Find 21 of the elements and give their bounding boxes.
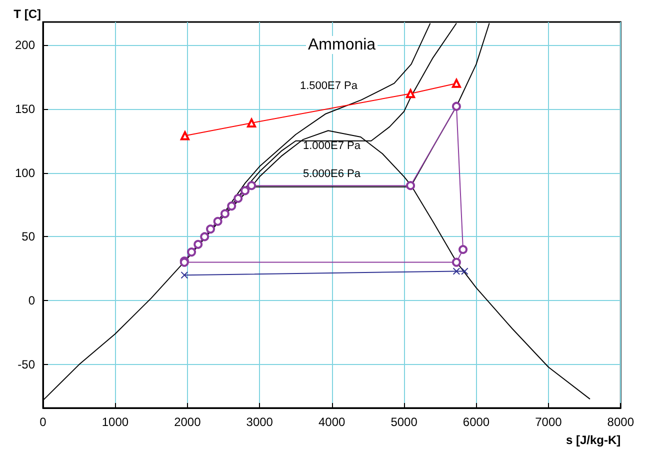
- x-tick-label: 6000: [462, 415, 490, 429]
- annotation: Ammonia: [308, 36, 376, 54]
- x-tick-label: 7000: [535, 415, 562, 429]
- annotation: 1.500E7 Pa: [300, 80, 358, 92]
- y-tick-label: 100: [14, 166, 36, 180]
- x-tick-label: 2000: [174, 415, 202, 429]
- y-tick-label: 50: [22, 230, 36, 244]
- annotation: 1.000E7 Pa: [303, 140, 362, 152]
- y-tick-label: 150: [14, 102, 36, 116]
- x-axis-title: s [J/kg-K]: [566, 433, 621, 447]
- y-tick-label: 0: [28, 294, 36, 308]
- y-axis-title: T [C]: [14, 7, 41, 21]
- x-tick-label: 8000: [607, 415, 634, 429]
- x-tick-label: 1000: [102, 415, 129, 429]
- y-tick-label: 200: [14, 38, 36, 52]
- annotation: 5.000E6 Pa: [303, 168, 362, 180]
- x-tick-label: 5000: [390, 415, 418, 429]
- x-tick-label: 4000: [318, 415, 346, 429]
- y-tick-label: -50: [18, 358, 36, 372]
- x-tick-label: 0: [40, 415, 47, 429]
- x-tick-label: 3000: [246, 415, 274, 429]
